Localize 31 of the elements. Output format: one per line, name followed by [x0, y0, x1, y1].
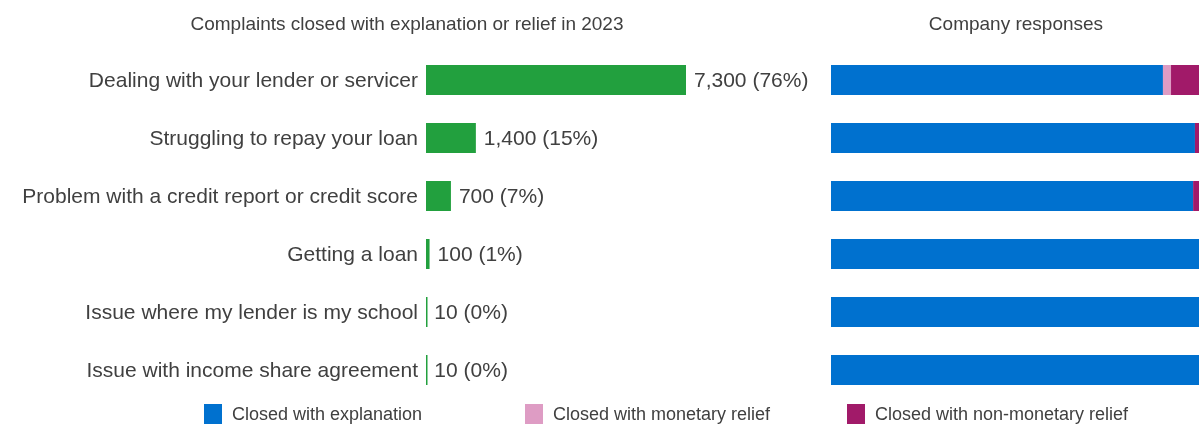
data-label: 700 (7%)	[458, 184, 545, 208]
data-label: 7,300 (76%)	[694, 68, 809, 92]
legend-label: Closed with explanation	[232, 404, 423, 425]
bar	[1193, 181, 1199, 211]
data-label: 100 (1%)	[437, 242, 523, 266]
y-tick-label: Struggling to repay your loan	[149, 126, 418, 150]
chart-title: Company responses	[928, 13, 1104, 34]
y-tick-label: Dealing with your lender or servicer	[88, 68, 419, 92]
bar	[831, 355, 1199, 385]
y-tick-label: Issue with income share agreement	[86, 358, 419, 382]
bar	[426, 181, 451, 211]
legend-label: Closed with monetary relief	[553, 404, 772, 425]
bar	[831, 297, 1199, 327]
bar	[426, 65, 686, 95]
data-label: 10 (0%)	[434, 358, 508, 382]
bar	[1194, 123, 1199, 153]
data-label: 10 (0%)	[434, 300, 508, 324]
bar	[831, 239, 1199, 269]
legend-label: Closed with non-monetary relief	[875, 404, 1130, 425]
y-tick-label: Problem with a credit report or credit score	[22, 184, 418, 208]
bar	[426, 239, 430, 269]
chart-title: Complaints closed with explanation or relief in 2023	[190, 13, 624, 34]
bar	[831, 181, 1194, 211]
y-tick-label: Issue where my lender is my school	[85, 300, 418, 324]
bar	[1171, 65, 1199, 95]
bar	[831, 65, 1163, 95]
data-label: 1,400 (15%)	[483, 126, 599, 150]
bar	[1162, 65, 1172, 95]
bar	[426, 123, 476, 153]
y-tick-label: Getting a loan	[287, 242, 418, 266]
bar	[831, 123, 1195, 153]
